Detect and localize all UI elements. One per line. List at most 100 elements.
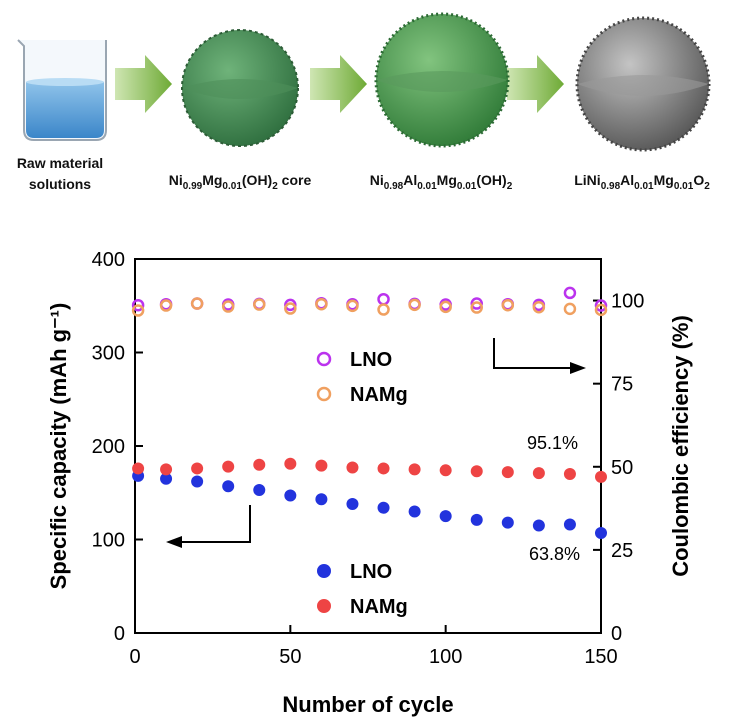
x-tick-label: 100 bbox=[429, 646, 462, 668]
data-point-lno-left bbox=[222, 480, 235, 493]
data-point-namg-right bbox=[159, 299, 173, 312]
data-point-namg-right bbox=[131, 304, 145, 317]
data-point-lno-left bbox=[284, 489, 297, 502]
data-point-lno-right bbox=[470, 297, 483, 310]
data-point-namg-right bbox=[221, 300, 235, 313]
y-left-tick-label: 100 bbox=[92, 530, 125, 552]
data-point-namg-right bbox=[315, 297, 328, 311]
formula-text: Ni0.98Al0.01Mg0.01(OH)2 bbox=[370, 172, 513, 192]
data-point-lno-left bbox=[377, 501, 390, 514]
arrow-right-icon bbox=[310, 55, 367, 113]
data-point-namg-left bbox=[377, 462, 390, 475]
cycling-chart: 0 100 200 300 400 0 25 50 75 100 0 50 100 150 Numbe… bbox=[46, 249, 693, 717]
y-left-tick-label: 400 bbox=[92, 249, 125, 271]
data-point-lno-left bbox=[191, 475, 204, 488]
x-tick-label: 0 bbox=[129, 646, 140, 668]
green-sphere-shell-icon bbox=[374, 12, 510, 148]
formula-text: LiNi0.98Al0.01Mg0.01O2 bbox=[574, 172, 710, 192]
y-axis-left-title: Specific capacity (mAh g⁻¹) bbox=[46, 303, 71, 590]
data-point-lno-left bbox=[346, 497, 359, 510]
data-point-namg-left bbox=[470, 465, 483, 478]
data-point-lno-left bbox=[501, 516, 514, 529]
green-sphere-icon bbox=[181, 29, 299, 147]
data-point-namg-right bbox=[532, 300, 546, 314]
y-axis-left: 0 100 200 300 400 bbox=[92, 249, 143, 645]
data-point-lno-right bbox=[377, 292, 390, 306]
legend-marker-lno-cap bbox=[317, 564, 331, 578]
step-label-raw-line1: Raw material bbox=[17, 155, 103, 171]
data-point-namg-left bbox=[191, 462, 204, 475]
data-point-lno-right bbox=[131, 298, 145, 312]
data-markers bbox=[131, 286, 608, 539]
data-point-lno-left bbox=[563, 518, 576, 531]
annotation-namg-retention: 95.1% bbox=[527, 433, 578, 453]
arrow-to-right-axis bbox=[493, 338, 586, 374]
data-point-namg-right bbox=[253, 298, 266, 311]
data-point-namg-right bbox=[501, 298, 515, 312]
legend-marker-namg-ce bbox=[316, 386, 332, 402]
data-point-namg-right bbox=[408, 298, 421, 312]
data-point-lno-right bbox=[594, 299, 608, 312]
y-left-tick-label: 300 bbox=[92, 343, 125, 365]
data-point-namg-right bbox=[470, 301, 483, 314]
data-point-namg-left bbox=[439, 464, 452, 477]
data-point-namg-left bbox=[315, 459, 328, 472]
y-right-tick-label: 100 bbox=[611, 291, 644, 313]
y-right-tick-label: 25 bbox=[611, 540, 633, 562]
data-point-lno-left bbox=[315, 493, 328, 506]
beaker-icon bbox=[17, 39, 107, 141]
annotation-lno-retention: 63.8% bbox=[529, 544, 580, 564]
arrow-to-left-axis bbox=[166, 505, 251, 548]
legend-marker-lno-ce bbox=[316, 351, 332, 367]
legend-label-lno-cap: LNO bbox=[350, 561, 392, 583]
data-point-namg-right bbox=[284, 302, 297, 315]
data-point-namg-left bbox=[284, 457, 297, 470]
data-point-namg-left bbox=[346, 461, 359, 474]
data-point-namg-left bbox=[222, 460, 235, 473]
y-right-tick-label: 75 bbox=[611, 374, 633, 396]
x-tick-label: 150 bbox=[584, 646, 617, 668]
data-point-namg-left bbox=[160, 463, 173, 476]
arrow-right-icon bbox=[115, 55, 172, 113]
data-point-namg-right bbox=[439, 300, 452, 314]
y-left-tick-label: 200 bbox=[92, 436, 125, 458]
data-point-namg-right bbox=[346, 299, 359, 313]
data-point-lno-left bbox=[253, 483, 266, 496]
data-point-lno-left bbox=[408, 505, 421, 518]
data-point-namg-left bbox=[408, 463, 421, 476]
gray-sphere-icon bbox=[575, 16, 711, 152]
data-point-namg-left bbox=[595, 470, 607, 483]
data-point-lno-right bbox=[563, 286, 577, 300]
legend-label-namg-cap: NAMg bbox=[350, 596, 408, 618]
data-point-namg-left bbox=[501, 466, 514, 479]
data-point-namg-left bbox=[563, 468, 576, 481]
data-point-lno-left bbox=[439, 510, 452, 523]
step-label-shell: Ni0.98Al0.01Mg0.01(OH)2 bbox=[370, 172, 513, 192]
formula-text: Ni0.99Mg0.01(OH)2 core bbox=[169, 172, 312, 192]
data-point-lno-left bbox=[470, 513, 483, 526]
data-point-namg-right bbox=[594, 303, 608, 317]
y-left-tick-label: 0 bbox=[114, 623, 125, 645]
legend-label-namg-ce: NAMg bbox=[350, 384, 408, 406]
x-axis: 0 50 100 150 bbox=[129, 625, 618, 668]
data-point-lno-left bbox=[160, 472, 173, 485]
data-point-namg-right bbox=[563, 302, 577, 316]
legend-label-lno-ce: LNO bbox=[350, 349, 392, 371]
step-label-lithiated: LiNi0.98Al0.01Mg0.01O2 bbox=[574, 172, 710, 192]
data-point-namg-left bbox=[132, 462, 145, 475]
data-point-namg-right bbox=[190, 297, 204, 310]
x-tick-label: 50 bbox=[279, 646, 301, 668]
data-point-lno-left bbox=[595, 526, 607, 539]
synthesis-process: Raw material solutions Ni0.99Mg0.01(OH)2… bbox=[17, 12, 711, 192]
y-right-tick-label: 0 bbox=[611, 623, 622, 645]
legend-marker-namg-cap bbox=[317, 599, 331, 613]
data-point-lno-left bbox=[532, 519, 545, 532]
y-axis-right: 0 25 50 75 100 bbox=[593, 291, 644, 645]
y-right-tick-label: 50 bbox=[611, 457, 633, 479]
data-point-namg-right bbox=[377, 303, 390, 316]
step-label-core: Ni0.99Mg0.01(OH)2 core bbox=[169, 172, 312, 192]
arrow-right-icon bbox=[507, 55, 564, 113]
data-point-namg-left bbox=[253, 458, 266, 471]
x-axis-title: Number of cycle bbox=[282, 692, 453, 717]
